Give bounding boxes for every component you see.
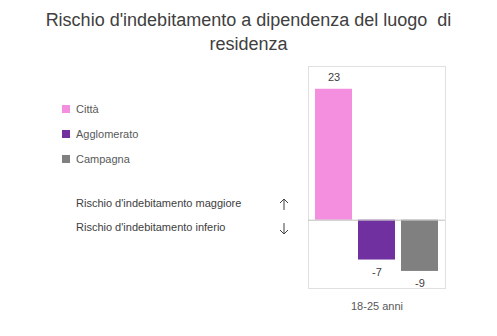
html-text:Agglomerato: Agglomerato bbox=[76, 127, 139, 140]
html-text:Rischio d'indebitamento maggio: Rischio d'indebitamento maggiore bbox=[76, 197, 242, 209]
svg-text:-9: -9 bbox=[415, 277, 425, 289]
svg-text:23: 23 bbox=[328, 71, 340, 83]
svg-text:-7: -7 bbox=[372, 266, 382, 278]
html-text:Città: Città bbox=[76, 102, 99, 115]
html-text:Rischio d'indebitamento a dipe: Rischio d'indebitamento a dipendenza del… bbox=[45, 10, 457, 54]
svg-text:18-25 anni: 18-25 anni bbox=[351, 300, 403, 312]
html-text:Rischio d'indebitamento inferi: Rischio d'indebitamento inferio bbox=[76, 221, 226, 233]
html-text:Campagna: Campagna bbox=[76, 152, 130, 165]
